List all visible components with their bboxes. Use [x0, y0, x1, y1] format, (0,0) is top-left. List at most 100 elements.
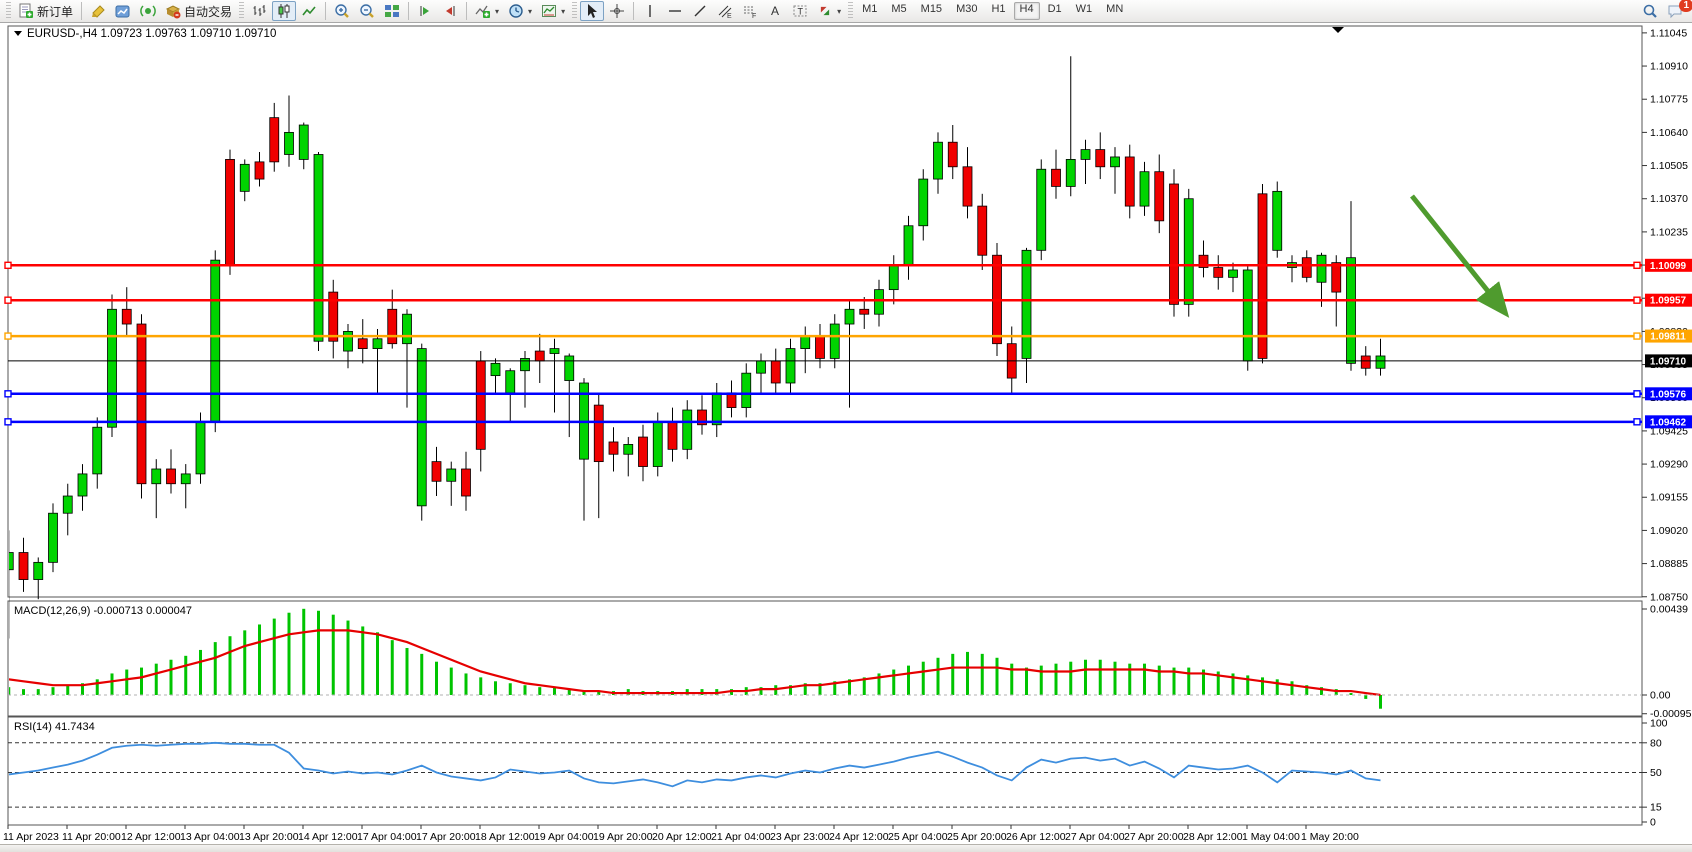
- timeframe-button-h1[interactable]: H1: [991, 3, 1006, 15]
- toolbar-grip[interactable]: [572, 2, 578, 20]
- macd-histogram-bar: [258, 624, 261, 695]
- price-badge: [1645, 258, 1692, 272]
- cursor-tool-button[interactable]: [580, 1, 605, 21]
- chat-button[interactable]: 1: [1663, 0, 1692, 21]
- timeframe-button-d1[interactable]: D1: [1047, 3, 1062, 15]
- candle-bull: [844, 308, 855, 325]
- signals-button[interactable]: [136, 1, 160, 21]
- trend-arrow-annotation[interactable]: [1410, 194, 1510, 318]
- svg-text:A: A: [771, 4, 779, 18]
- search-button[interactable]: [1638, 1, 1662, 21]
- candle-bull: [1183, 198, 1194, 305]
- candle-bull: [402, 313, 412, 345]
- text-label-tool-button[interactable]: T: [788, 1, 812, 21]
- fibonacci-tool-button[interactable]: F: [738, 1, 762, 21]
- macd-histogram-bar: [22, 689, 25, 695]
- candle-bull: [446, 468, 457, 482]
- toolbar-grip[interactable]: [6, 2, 11, 20]
- price-badge-label: 1.09957: [1650, 296, 1687, 307]
- candle-bull: [874, 289, 884, 315]
- hline-handle[interactable]: [4, 390, 12, 398]
- candle-bull: [1316, 254, 1327, 283]
- horizontal-line-tool-button[interactable]: [663, 1, 687, 21]
- timeframe-button-h4[interactable]: H4: [1013, 2, 1040, 20]
- candle-bear: [461, 468, 471, 497]
- fibonacci-icon: F: [744, 6, 756, 19]
- channel-tool-button[interactable]: E: [713, 1, 737, 21]
- auto-trading-button[interactable]: 自动交易: [161, 1, 236, 21]
- auto-scroll-button[interactable]: [413, 1, 437, 21]
- candle-bull: [785, 348, 796, 384]
- price-axis-label: 1.10235: [1650, 226, 1688, 238]
- hline-handle[interactable]: [4, 261, 12, 270]
- macd-histogram-bar: [1187, 667, 1191, 695]
- date-axis-label: 25 Apr 04:00: [888, 831, 948, 843]
- timeframe-button-m15[interactable]: M15: [920, 3, 943, 15]
- hline-handle[interactable]: [4, 296, 12, 304]
- price-badge-label: 1.09710: [1650, 356, 1687, 367]
- timeframe-button-m5[interactable]: M5: [891, 3, 907, 15]
- macd-pane-border: [7, 600, 1643, 717]
- zoom-in-button[interactable]: [330, 1, 354, 21]
- arrows-tool-button[interactable]: ▾: [813, 1, 845, 21]
- bar-chart-button[interactable]: [247, 1, 271, 21]
- new-order-button[interactable]: 新订单: [14, 1, 77, 21]
- candle-bear: [1051, 168, 1061, 187]
- indicators-button[interactable]: ▾: [471, 1, 503, 21]
- date-axis-label: 23 Apr 23:00: [770, 831, 830, 843]
- date-axis-label: 26 Apr 12:00: [1006, 831, 1066, 843]
- timeframe-button-m30[interactable]: M30: [956, 3, 978, 15]
- macd-histogram-bar: [494, 681, 497, 695]
- line-chart-button[interactable]: [297, 1, 321, 21]
- candle-bull: [623, 444, 634, 455]
- timeframe-button-m1[interactable]: M1: [862, 3, 878, 15]
- macd-histogram-bar: [1143, 663, 1146, 695]
- candle-chart-button[interactable]: [272, 1, 297, 21]
- indicators-icon: [475, 5, 491, 18]
- candle-bear: [1154, 171, 1165, 222]
- timeframe-button-mn[interactable]: MN: [1106, 3, 1124, 15]
- collapse-triangle-icon[interactable]: [14, 31, 22, 36]
- candle-bull: [195, 421, 206, 475]
- templates-button[interactable]: ▾: [537, 1, 569, 21]
- macd-histogram-bar: [1010, 663, 1014, 695]
- macd-histogram-bar: [818, 683, 822, 695]
- price-axis-label: 1.09290: [1650, 459, 1688, 471]
- scroll-to-end-marker[interactable]: [1332, 27, 1344, 33]
- hline-handle[interactable]: [1633, 418, 1641, 426]
- hline-handle[interactable]: [4, 418, 12, 426]
- candle-bear: [1213, 267, 1224, 278]
- toolbar-grip[interactable]: [848, 2, 854, 20]
- vertical-line-tool-button[interactable]: [638, 1, 662, 21]
- text-tool-button[interactable]: A: [763, 1, 787, 21]
- hline-handle[interactable]: [1633, 261, 1641, 270]
- candle-bear: [387, 308, 398, 345]
- crosshair-tool-button[interactable]: [605, 1, 629, 21]
- hline-handle[interactable]: [1633, 390, 1641, 398]
- periods-button[interactable]: ▾: [504, 1, 536, 21]
- tile-windows-button[interactable]: [380, 1, 404, 21]
- candle-bull: [210, 259, 221, 423]
- chart-canvas[interactable]: 1.11045 1.10910 1.10775 1.10640 1.10505 1.103…: [0, 23, 1692, 845]
- dropdown-caret-icon: ▾: [561, 6, 566, 16]
- chart-shift-button[interactable]: [438, 1, 462, 21]
- price-badge: [1645, 329, 1692, 343]
- macd-histogram-bar: [420, 653, 424, 695]
- candle-bull: [313, 154, 324, 342]
- template-icon: [542, 5, 557, 17]
- candle-bull: [1242, 269, 1253, 362]
- hline-handle[interactable]: [1633, 296, 1641, 304]
- timeframe-button-w1[interactable]: W1: [1075, 3, 1093, 15]
- candle-bear: [254, 161, 265, 180]
- macd-axis-label: 0.00439: [1650, 604, 1688, 616]
- date-axis-label: 27 Apr 20:00: [1124, 831, 1184, 843]
- cleanup-button[interactable]: [86, 1, 110, 21]
- rsi-axis-label: 0: [1650, 817, 1656, 829]
- toolbar-grip[interactable]: [239, 2, 245, 20]
- zoom-out-button[interactable]: [355, 1, 379, 21]
- hline-handle[interactable]: [1633, 332, 1641, 340]
- trendline-tool-button[interactable]: [688, 1, 712, 21]
- hline-handle[interactable]: [4, 332, 12, 340]
- candle-bull: [903, 225, 914, 266]
- depth-of-market-button[interactable]: [111, 1, 135, 21]
